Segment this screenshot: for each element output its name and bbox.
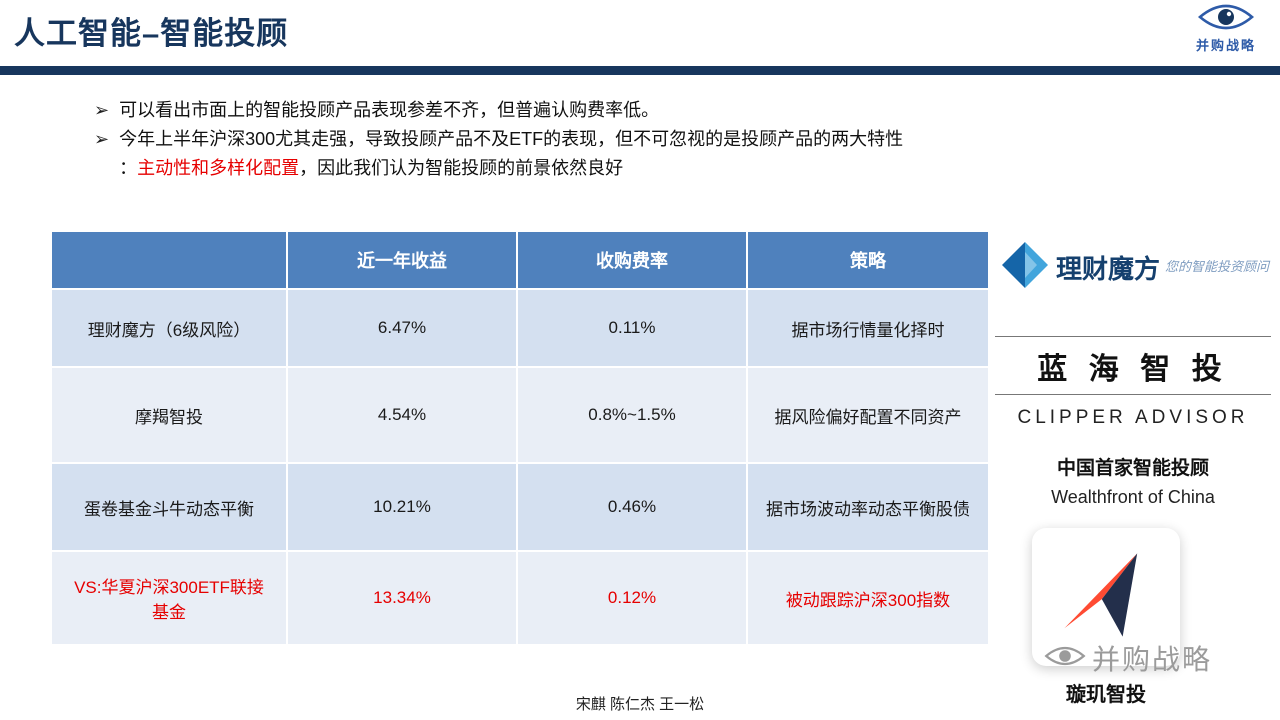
cell-fee: 0.46% [516, 462, 748, 552]
licaimofang-icon [1000, 240, 1050, 295]
bullet-item-1: ➢ 可以看出市面上的智能投顾产品表现参差不齐，但普遍认购费率低。 [94, 96, 1224, 125]
bullet-2-rest: ，因此我们认为智能投顾的前景依然良好 [299, 158, 624, 179]
column-header-strategy: 策略 [746, 230, 990, 290]
cell-strategy: 据市场波动率动态平衡股债 [746, 462, 990, 552]
bullet-arrow-icon: ➢ [94, 129, 110, 150]
bullet-2-text: 今年上半年沪深300尤其走强，导致投顾产品不及ETF的表现，但不可忽视的是投顾产… [119, 125, 903, 183]
cell-product: VS:华夏沪深300ETF联接基金 [50, 550, 288, 646]
licaimofang-name: 理财魔方 [1056, 254, 1161, 284]
lanhai-line1: 中国首家智能投顾 [1056, 458, 1209, 479]
bullet-list: ➢ 可以看出市面上的智能投顾产品表现参差不齐，但普遍认购费率低。 ➢ 今年上半年… [94, 96, 1224, 183]
paper-plane-icon [1054, 543, 1158, 652]
table-row-benchmark: VS:华夏沪深300ETF联接基金 13.34% 0.12% 被动跟踪沪深300… [50, 550, 990, 646]
cell-product: 摩羯智投 [50, 366, 288, 464]
authors-line: 宋麒 陈仁杰 王一松 [575, 696, 705, 713]
bullet-2-highlight: 主动性和多样化配置 [137, 158, 300, 179]
lanhai-line2: Wealthfront of China [1051, 487, 1215, 507]
bullet-2-line1: 今年上半年沪深300尤其走强，导致投顾产品不及ETF的表现，但不可忽视的是投顾产… [119, 129, 904, 150]
table-header-row: 近一年收益 收购费率 策略 [50, 230, 990, 290]
cell-fee: 0.12% [516, 550, 748, 646]
column-header-product [50, 230, 288, 290]
table-row: 摩羯智投 4.54% 0.8%~1.5% 据风险偏好配置不同资产 [50, 366, 990, 464]
cell-yield: 4.54% [286, 366, 518, 464]
table-row: 理财魔方（6级风险） 6.47% 0.11% 据市场行情量化择时 [50, 288, 990, 368]
cell-strategy: 据风险偏好配置不同资产 [746, 366, 990, 464]
table-row: 蛋卷基金斗牛动态平衡 10.21% 0.46% 据市场波动率动态平衡股债 [50, 462, 990, 552]
cell-product: 蛋卷基金斗牛动态平衡 [50, 462, 288, 552]
header-divider [0, 66, 1280, 75]
lanhai-title: 蓝 海 智 投 [995, 336, 1271, 395]
watermark: 并购战略 [1044, 638, 1212, 678]
cell-strategy: 据市场行情量化择时 [746, 288, 990, 368]
licaimofang-logo: 理财魔方 您的智能投资顾问 [1000, 240, 1272, 295]
watermark-text: 并购战略 [1092, 644, 1213, 675]
page-title: 人工智能–智能投顾 [14, 16, 289, 51]
eye-icon [1044, 644, 1086, 673]
bullet-arrow-icon: ➢ [94, 100, 110, 120]
robo-advisor-comparison-table: 近一年收益 收购费率 策略 理财魔方（6级风险） 6.47% 0.11% 据市场… [50, 230, 990, 646]
cell-yield: 13.34% [286, 550, 518, 646]
cell-yield: 6.47% [286, 288, 518, 368]
cell-fee: 0.8%~1.5% [516, 366, 748, 464]
bullet-item-2: ➢ 今年上半年沪深300尤其走强，导致投顾产品不及ETF的表现，但不可忽视的是投… [94, 125, 1224, 183]
column-header-fee: 收购费率 [516, 230, 748, 290]
eye-icon [1197, 4, 1255, 36]
cell-product: 理财魔方（6级风险） [50, 288, 288, 368]
bullet-1-text: 可以看出市面上的智能投顾产品表现参差不齐，但普遍认购费率低。 [119, 100, 660, 120]
bullet-2-colon: ： [119, 158, 138, 179]
lanhai-subtitle: CLIPPER ADVISOR [1017, 407, 1249, 428]
cell-fee: 0.11% [516, 288, 748, 368]
brand-logo: 并购战略 [1180, 2, 1272, 54]
xuanji-name: 璇玑智投 [1066, 684, 1146, 706]
cell-yield: 10.21% [286, 462, 518, 552]
brand-name: 并购战略 [1195, 38, 1256, 53]
licaimofang-tagline: 您的智能投资顾问 [1165, 259, 1270, 275]
cell-strategy: 被动跟踪沪深300指数 [746, 550, 990, 646]
lanhai-logo-block: 蓝 海 智 投 CLIPPER ADVISOR 中国首家智能投顾 Wealthf… [995, 336, 1271, 508]
xuanji-logo-card [1032, 528, 1180, 666]
column-header-yield: 近一年收益 [286, 230, 518, 290]
